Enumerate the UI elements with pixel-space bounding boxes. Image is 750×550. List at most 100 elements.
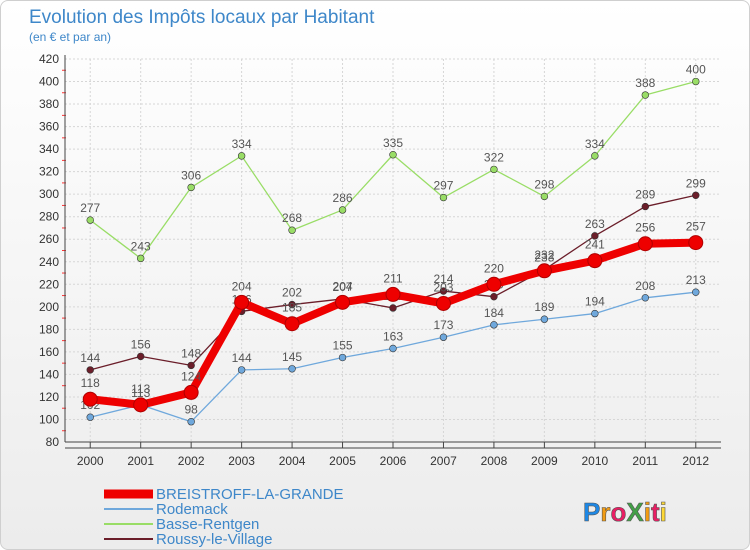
data-point — [591, 232, 599, 240]
data-label: 118 — [81, 376, 100, 390]
logo-letter: X — [626, 497, 644, 527]
data-label: 214 — [433, 272, 453, 286]
data-point — [82, 391, 98, 407]
legend-label: Basse-Rentgen — [156, 516, 259, 533]
data-label: 334 — [585, 137, 605, 151]
data-point — [692, 191, 700, 200]
data-point — [187, 183, 195, 192]
data-point — [187, 361, 195, 370]
x-tick-label: 2010 — [581, 454, 608, 468]
x-tick-label: 2004 — [279, 454, 306, 468]
data-point — [133, 397, 149, 413]
data-label: 124 — [181, 369, 201, 383]
data-label: 173 — [433, 318, 453, 332]
x-tick-label: 2011 — [632, 454, 658, 468]
data-label: 232 — [534, 248, 554, 262]
data-point — [641, 91, 650, 99]
data-label: 207 — [333, 280, 353, 294]
logo-letter: i — [644, 497, 651, 527]
data-label: 243 — [131, 239, 151, 253]
data-point — [389, 304, 397, 312]
data-point — [591, 309, 599, 318]
y-tick-label: 220 — [39, 277, 59, 291]
axes: 80 100 120 140 160 180 200 220 240 260 280 300 320 34… — [39, 52, 721, 468]
data-point — [435, 295, 451, 311]
data-point — [439, 333, 448, 341]
logo-letter: r — [600, 497, 610, 527]
data-label: 299 — [686, 176, 706, 190]
data-point — [86, 216, 94, 224]
data-point — [86, 366, 94, 374]
data-label: 220 — [484, 261, 504, 275]
y-tick-label: 240 — [39, 255, 59, 269]
y-tick-label: 80 — [46, 435, 60, 449]
data-label: 298 — [534, 177, 554, 191]
data-label: 400 — [686, 63, 706, 77]
data-point — [284, 316, 300, 332]
y-tick-label: 160 — [39, 345, 59, 359]
data-point — [540, 192, 549, 201]
data-point — [439, 287, 448, 295]
legend-label: BREISTROFF-LA-GRANDE — [156, 486, 344, 503]
proxiti-logo-text: ProXiti — [583, 497, 667, 527]
legend: BREISTROFF-LA-GRANDERodemackBasse-Rentge… — [104, 486, 344, 548]
data-label: 145 — [282, 350, 302, 364]
x-tick-label: 2008 — [481, 454, 508, 468]
data-point — [490, 292, 498, 301]
data-point — [439, 193, 448, 202]
data-label: 113 — [131, 382, 150, 396]
data-label: 155 — [333, 339, 353, 353]
data-point — [385, 286, 401, 302]
series-basse-rentgen: 277 243 306 334 268 286 335 297 322 298 334 388 400 — [80, 63, 706, 263]
x-tick-label: 2005 — [329, 454, 356, 468]
data-label: 163 — [383, 330, 403, 344]
data-point — [389, 151, 397, 159]
y-tick-label: 320 — [39, 165, 59, 179]
data-label: 211 — [383, 271, 402, 285]
data-label: 204 — [333, 279, 353, 293]
y-tick-label: 300 — [39, 187, 59, 201]
y-tick-label: 380 — [39, 97, 59, 111]
data-point — [288, 226, 296, 234]
data-label: 233 — [534, 251, 554, 265]
data-label: 257 — [686, 220, 706, 234]
data-label: 297 — [433, 179, 453, 193]
x-tick-label: 2012 — [682, 454, 709, 468]
series-breistroff-la-grande: 118 113 124 204 185 204 211 203 220 232 241 256 257 — [81, 220, 706, 413]
data-point — [688, 235, 704, 251]
data-point — [540, 315, 549, 323]
data-point — [234, 294, 250, 310]
data-label: 268 — [282, 211, 302, 225]
data-point — [490, 165, 498, 174]
data-label: 156 — [131, 337, 151, 351]
data-label: 189 — [534, 300, 554, 314]
x-tick-label: 2007 — [430, 454, 457, 468]
proxiti-logo: ProXiti — [583, 497, 667, 528]
data-point — [136, 254, 145, 263]
legend-label: Rodemack — [156, 501, 228, 518]
y-tick-label: 420 — [39, 52, 59, 66]
data-point — [237, 366, 246, 374]
data-label: 113 — [131, 386, 150, 400]
data-label: 334 — [232, 137, 252, 151]
data-point — [490, 321, 498, 329]
data-label: 144 — [80, 351, 100, 365]
x-tick-label: 2006 — [380, 454, 407, 468]
data-point — [237, 152, 246, 160]
x-tick-label: 2009 — [531, 454, 558, 468]
data-point — [183, 384, 199, 400]
data-label: 203 — [433, 280, 453, 294]
data-label: 148 — [181, 346, 201, 360]
y-tick-label: 360 — [39, 120, 59, 134]
y-tick-label: 100 — [39, 412, 59, 426]
data-label: 388 — [635, 76, 655, 90]
logo-letter: P — [583, 497, 600, 527]
y-tick-label: 260 — [39, 232, 59, 246]
legend-label: Roussy-le-Village — [156, 531, 272, 548]
data-label: 263 — [585, 217, 605, 231]
data-point — [335, 294, 351, 310]
y-tick-label: 340 — [39, 142, 59, 156]
x-tick-label: 2003 — [228, 454, 255, 468]
x-tick-label: 2000 — [77, 454, 104, 468]
y-tick-label: 180 — [39, 322, 59, 336]
